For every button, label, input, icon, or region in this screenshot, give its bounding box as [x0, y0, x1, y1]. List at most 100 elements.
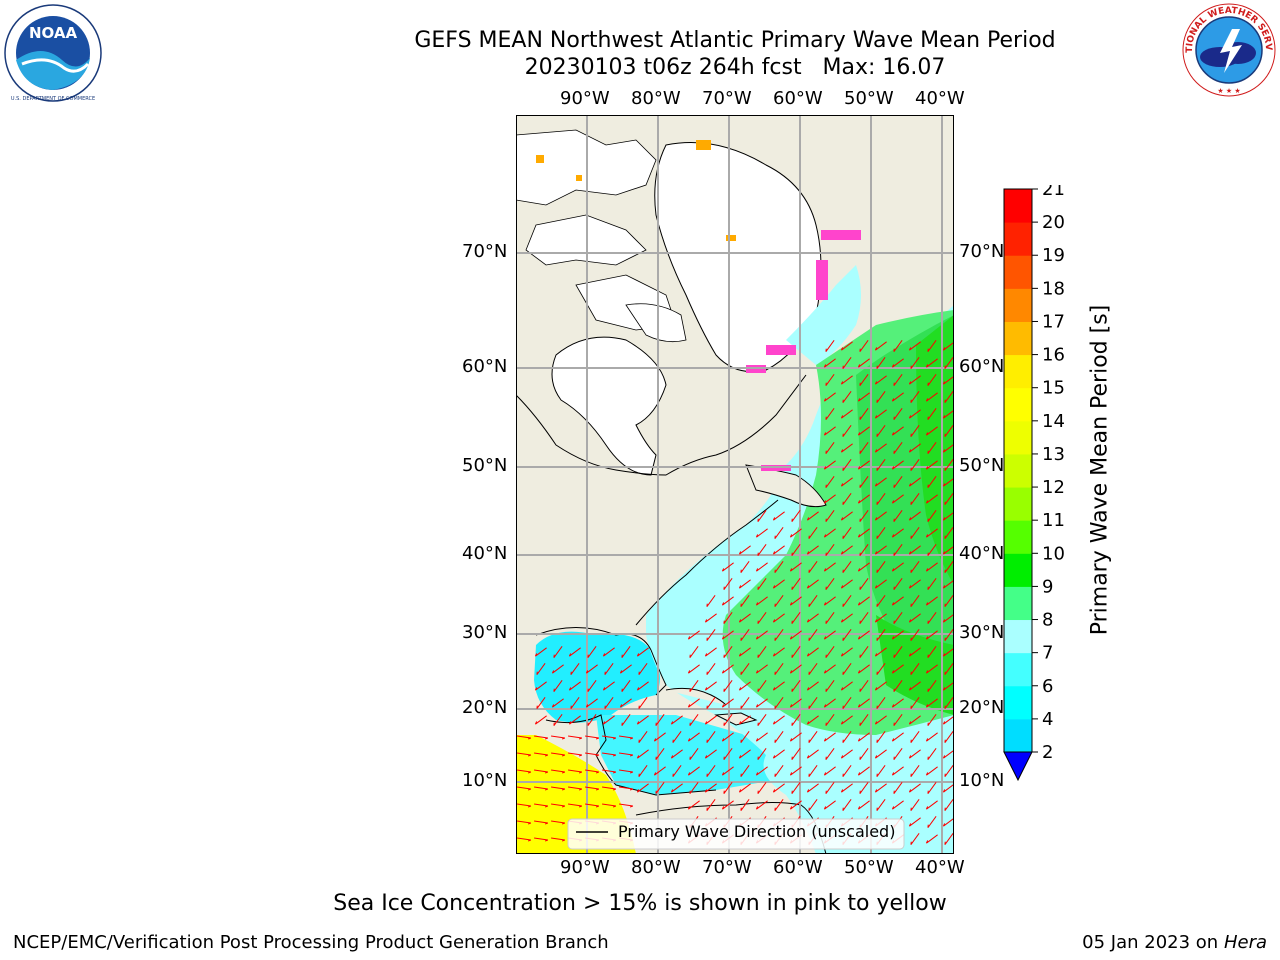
direction-arrow	[825, 680, 835, 692]
direction-arrow	[723, 646, 733, 658]
direction-arrow	[551, 698, 564, 708]
direction-arrow	[874, 681, 887, 691]
direction-arrow	[551, 820, 566, 825]
direction-arrow	[636, 749, 649, 759]
direction-arrow	[757, 748, 767, 760]
direction-arrow	[823, 800, 836, 810]
direction-arrow	[825, 782, 835, 794]
direction-arrow	[874, 579, 887, 589]
direction-arrow	[859, 510, 869, 522]
colorbar-tick-label: 16	[1042, 345, 1065, 366]
direction-arrow	[910, 391, 920, 403]
direction-arrow	[891, 664, 904, 674]
lat-label-left: 40°N	[462, 543, 508, 564]
direction-arrow	[910, 663, 920, 675]
lat-label-right: 40°N	[959, 543, 1005, 564]
colorbar-segment	[1004, 321, 1032, 356]
direction-arrow	[927, 646, 937, 658]
direction-arrow	[706, 799, 716, 811]
direction-arrow	[806, 783, 819, 793]
direction-arrow	[687, 800, 700, 810]
direction-arrow	[806, 715, 819, 725]
direction-arrow	[534, 735, 549, 740]
direction-arrow	[893, 714, 903, 726]
direction-arrow	[942, 409, 954, 419]
direction-arrow	[568, 803, 583, 808]
direction-arrow	[823, 664, 836, 674]
direction-arrow	[723, 578, 733, 590]
footer-host: Hera	[1223, 932, 1267, 953]
direction-arrow	[942, 613, 954, 623]
direction-arrow	[859, 544, 869, 556]
direction-arrow	[689, 714, 699, 726]
direction-arrow	[789, 596, 802, 606]
direction-arrow	[942, 443, 954, 453]
direction-arrow	[857, 358, 870, 368]
colorbar-segment	[1004, 453, 1032, 488]
direction-arrow	[757, 510, 767, 522]
direction-arrow	[842, 561, 852, 573]
direction-arrow	[908, 545, 921, 555]
direction-arrow	[723, 782, 733, 794]
direction-arrow	[823, 630, 836, 640]
direction-arrow	[789, 800, 802, 810]
direction-arrow	[857, 732, 870, 742]
direction-arrow	[687, 664, 700, 674]
direction-arrow	[808, 595, 818, 607]
direction-arrow	[893, 782, 903, 794]
direction-arrow	[840, 715, 853, 725]
direction-arrow	[842, 527, 852, 539]
direction-arrow	[925, 664, 938, 674]
direction-arrow	[927, 442, 937, 454]
direction-arrow	[517, 786, 532, 791]
direction-arrow	[842, 357, 852, 369]
direction-arrow	[942, 749, 954, 759]
direction-arrow	[942, 715, 954, 725]
direction-arrow	[721, 596, 734, 606]
direction-arrow	[823, 392, 836, 402]
direction-arrow	[908, 647, 921, 657]
direction-arrow	[944, 561, 954, 573]
direction-arrow	[927, 476, 937, 488]
direction-arrow	[774, 663, 784, 675]
direction-arrow	[636, 783, 649, 793]
direction-arrow	[891, 800, 904, 810]
direction-arrow	[619, 803, 634, 808]
colorbar-tick-label: 15	[1042, 378, 1065, 399]
lat-label-left: 30°N	[462, 622, 508, 643]
lon-label-top: 70°W	[702, 88, 752, 109]
lat-label-right: 20°N	[959, 697, 1005, 718]
direction-arrow	[774, 731, 784, 743]
direction-arrow	[602, 647, 615, 657]
direction-arrow	[602, 803, 617, 808]
direction-arrow	[808, 527, 818, 539]
colorbar-segment	[1004, 520, 1032, 554]
direction-arrow	[840, 477, 853, 487]
colorbar-label: Primary Wave Mean Period [s]	[1087, 304, 1113, 636]
direction-arrow	[568, 786, 583, 791]
direction-arrow	[876, 765, 886, 777]
direction-arrow	[706, 697, 716, 709]
direction-arrow	[908, 613, 921, 623]
direction-arrow	[823, 494, 836, 504]
direction-arrow	[706, 663, 716, 675]
direction-arrow	[587, 646, 597, 658]
direction-arrow	[755, 732, 768, 742]
direction-arrow	[738, 715, 751, 725]
direction-arrow	[738, 681, 751, 691]
direction-arrow	[534, 769, 549, 774]
direction-arrow	[842, 663, 852, 675]
direction-arrow	[791, 782, 801, 794]
direction-arrow	[925, 562, 938, 572]
direction-arrow	[927, 714, 937, 726]
direction-arrow	[808, 765, 818, 777]
direction-arrow	[791, 578, 801, 590]
colorbar-tick-label: 17	[1042, 311, 1065, 332]
direction-arrow	[723, 612, 733, 624]
direction-arrow	[638, 731, 648, 743]
direction-arrow	[908, 783, 921, 793]
direction-arrow	[517, 752, 532, 757]
direction-arrow	[874, 783, 887, 793]
colorbar-tick-label: 12	[1042, 477, 1065, 498]
colorbar-tick-label: 2	[1042, 742, 1053, 763]
